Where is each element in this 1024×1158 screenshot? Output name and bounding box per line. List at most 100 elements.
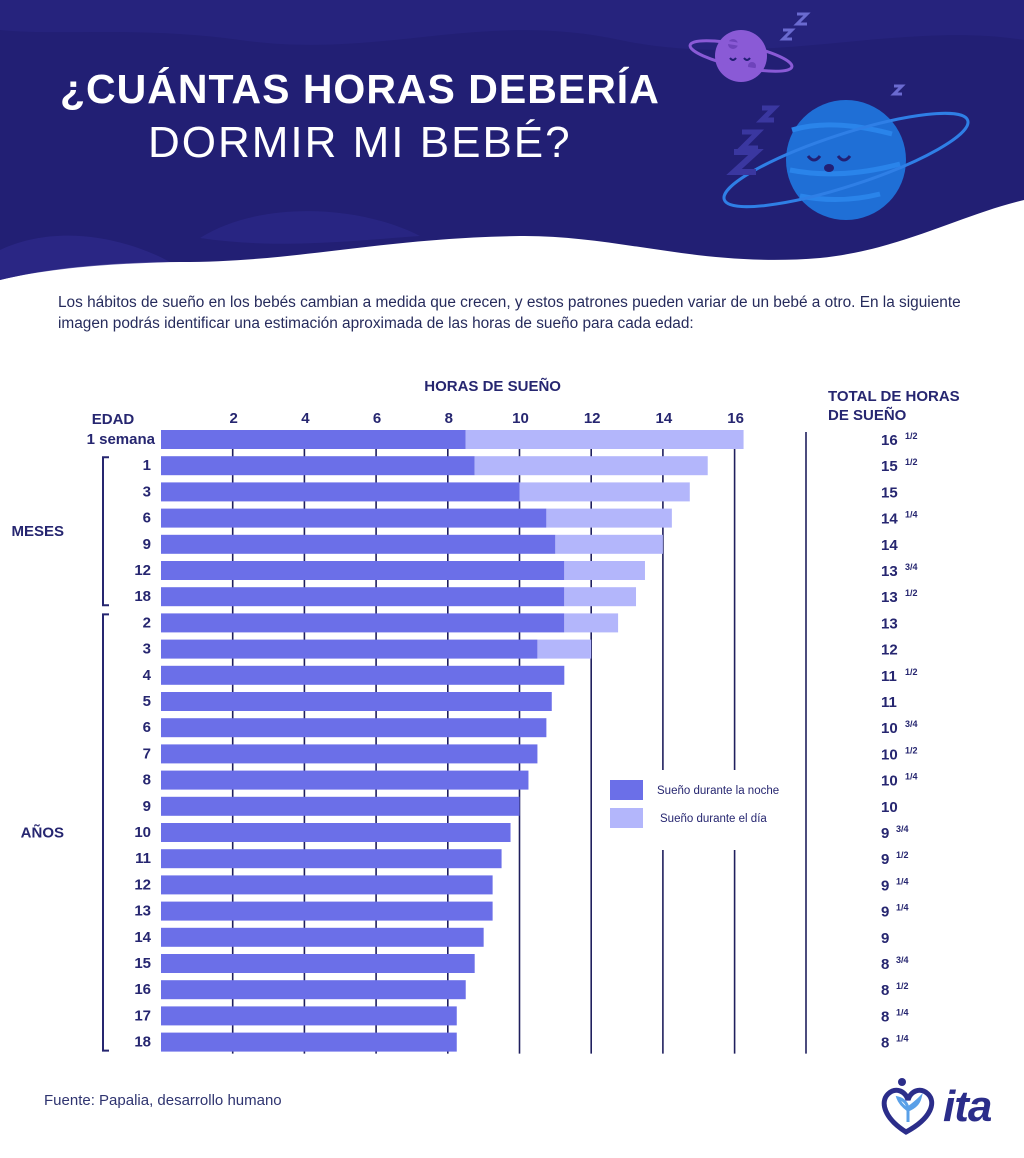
bar-night	[161, 430, 466, 449]
bar-night	[161, 456, 475, 476]
category-label: 6	[143, 510, 151, 527]
bar-night	[161, 954, 475, 973]
heart-sprout-icon	[881, 1078, 935, 1135]
category-label: 15	[134, 955, 151, 972]
bar-day	[564, 613, 619, 633]
header-banner: ¿CUÁNTAS HORAS DEBERÍA DORMIR MI BEBÉ?	[0, 0, 1024, 290]
total-fraction: 3/4	[905, 719, 918, 729]
bar-day	[474, 456, 708, 476]
total-value: 13	[881, 563, 898, 580]
total-fraction: 1/2	[896, 850, 909, 860]
total-fraction: 1/2	[905, 457, 918, 467]
x-tick-label: 4	[301, 410, 310, 427]
bar-night	[161, 875, 493, 895]
bar-night	[161, 1032, 457, 1052]
bar-night	[161, 980, 466, 1000]
total-value: 9	[881, 851, 889, 868]
category-label: 2	[143, 614, 151, 631]
total-value: 9	[881, 877, 889, 894]
total-value: 8	[881, 1035, 889, 1052]
category-label: 9	[143, 798, 151, 815]
total-value: 10	[881, 746, 898, 763]
total-value: 15	[881, 484, 898, 501]
category-label: 3	[143, 483, 151, 500]
category-label: 18	[134, 1034, 151, 1051]
bar-day	[555, 534, 663, 554]
x-tick-label: 10	[512, 410, 529, 427]
category-label: 11	[135, 850, 151, 867]
total-value: 10	[881, 773, 898, 790]
total-value: 14	[881, 537, 898, 554]
total-fraction: 1/4	[896, 1007, 909, 1017]
category-label: 10	[134, 824, 151, 841]
total-value: 9	[881, 930, 889, 947]
total-value: 15	[881, 458, 898, 475]
bar-day	[564, 561, 645, 580]
small-planet-icon	[688, 30, 794, 82]
total-value: 10	[881, 720, 898, 737]
total-value: 8	[881, 956, 889, 973]
category-label: 8	[143, 772, 151, 789]
group-label: AÑOS	[21, 824, 64, 842]
x-tick-label: 12	[584, 410, 601, 427]
bar-day	[546, 508, 672, 528]
group-label: MESES	[11, 523, 64, 540]
category-label: 6	[143, 719, 151, 736]
bar-night	[161, 823, 511, 842]
legend-label: Sueño durante el día	[660, 813, 767, 825]
bar-day	[465, 430, 744, 449]
category-label: 17	[134, 1007, 151, 1024]
total-value: 8	[881, 1008, 889, 1025]
legend-swatch	[610, 808, 643, 828]
bar-night	[161, 508, 547, 528]
bar-night	[161, 561, 565, 580]
total-value: 16	[881, 432, 898, 449]
bar-night	[161, 901, 493, 921]
bar-night	[161, 927, 484, 947]
bar-night	[161, 796, 520, 816]
bar-night	[161, 770, 529, 790]
intro-text: Los hábitos de sueño en los bebés cambia…	[58, 294, 961, 332]
total-value: 9	[881, 825, 889, 842]
category-label: 13	[134, 903, 151, 920]
total-fraction: 1/2	[905, 667, 918, 677]
total-value: 11	[881, 694, 897, 711]
x-tick-label: 6	[373, 410, 381, 427]
logo-text: ita	[943, 1082, 992, 1131]
bar-night	[161, 665, 565, 685]
total-value: 10	[881, 799, 898, 816]
x-tick-label: 16	[727, 410, 744, 427]
x-tick-label: 14	[656, 410, 673, 427]
total-fraction: 1/4	[905, 772, 918, 782]
x-tick-label: 2	[230, 410, 238, 427]
category-label: 14	[134, 929, 151, 946]
total-fraction: 1/2	[896, 981, 909, 991]
legend-label: Sueño durante la noche	[657, 785, 779, 797]
group-bracket	[102, 613, 109, 1052]
group-bracket	[102, 456, 109, 607]
bar-night	[161, 587, 565, 607]
category-label: 12	[134, 562, 151, 579]
title-line-1: ¿CUÁNTAS HORAS DEBERÍA	[60, 66, 660, 112]
x-tick-label: 8	[445, 410, 453, 427]
total-fraction: 3/4	[896, 824, 909, 834]
bar-night	[161, 639, 538, 659]
category-label: 7	[143, 745, 151, 762]
bar-night	[161, 1006, 457, 1026]
chart-title: HORAS DE SUEÑO	[424, 377, 561, 395]
source-note: Fuente: Papalia, desarrollo humano	[44, 1092, 282, 1109]
bar-night	[161, 692, 552, 711]
bar-night	[161, 849, 502, 869]
total-value: 12	[881, 642, 898, 659]
header-background	[0, 0, 1024, 280]
bar-day	[564, 587, 637, 607]
bar-day	[537, 639, 592, 659]
sleep-z-icon	[726, 105, 781, 175]
total-fraction: 1/4	[905, 510, 918, 520]
category-label: 18	[134, 588, 151, 605]
category-label: 9	[143, 536, 151, 553]
bar-night	[161, 613, 565, 633]
category-label: 5	[143, 693, 151, 710]
total-value: 13	[881, 615, 898, 632]
title-line-2: DORMIR MI BEBÉ?	[148, 118, 572, 167]
